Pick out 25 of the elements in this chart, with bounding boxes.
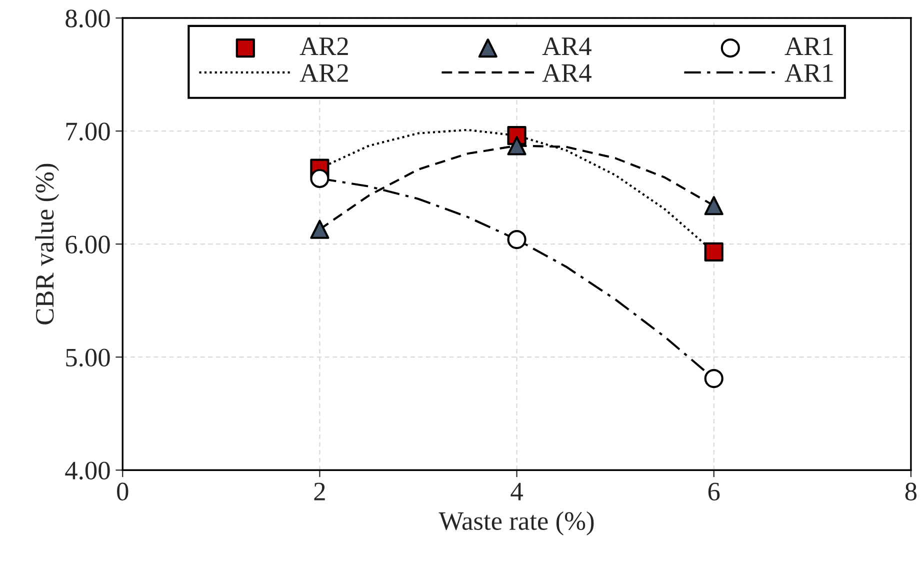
y-tick-label: 6.00 (66, 236, 110, 254)
x-tick-label: 0 (117, 482, 128, 500)
point (310, 168, 330, 188)
y-axis-title: CBR value (%) (35, 164, 60, 324)
point (310, 220, 330, 239)
legend-label: AR4 (542, 38, 592, 55)
x-tick-label: 4 (510, 482, 523, 500)
x-tick-label: 8 (905, 482, 917, 500)
y-tick-label: 8.00 (66, 10, 110, 28)
point (704, 196, 724, 216)
legend-label: AR1 (784, 64, 833, 82)
x-tick-label: 6 (708, 482, 720, 500)
legend-label: AR2 (300, 37, 348, 55)
point (704, 242, 724, 262)
point (507, 230, 526, 250)
legend-label: AR1 (784, 38, 833, 55)
x-axis-title: Waste rate (%) (438, 511, 594, 536)
y-tick-label: 7.00 (66, 122, 110, 141)
point (704, 369, 724, 388)
y-tick-label: 5.00 (66, 348, 110, 367)
legend-label: AR2 (300, 64, 348, 82)
x-tick-label: 2 (314, 482, 325, 500)
y-tick-label: 4.00 (65, 462, 110, 480)
point (507, 136, 526, 156)
legend-label: AR4 (542, 64, 592, 82)
